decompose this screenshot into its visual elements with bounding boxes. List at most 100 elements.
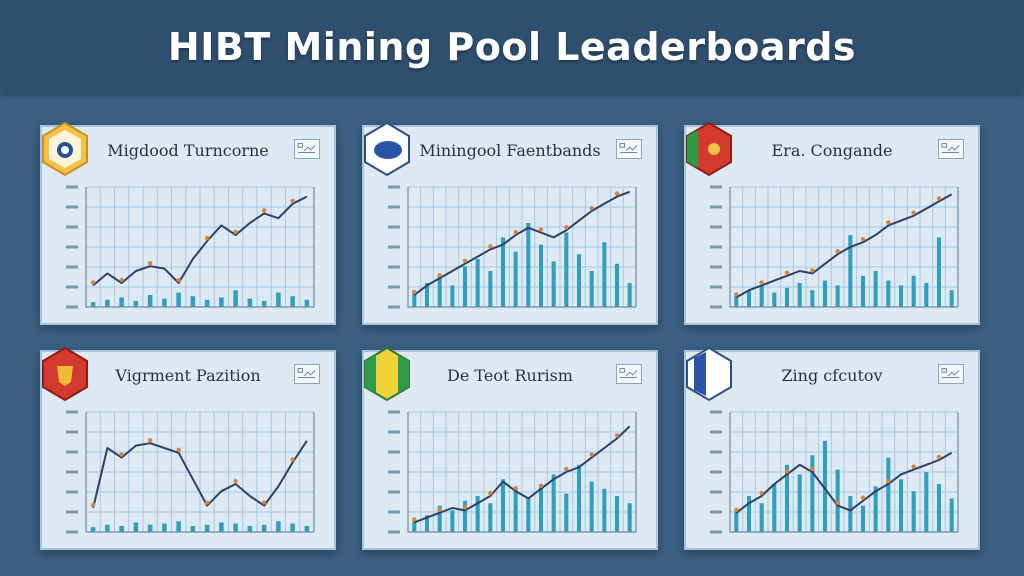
data-point	[589, 205, 594, 211]
axes	[729, 187, 959, 308]
bar	[873, 486, 878, 532]
leaderboard-panel[interactable]: Migdood Turncorne	[40, 121, 336, 325]
red-green-flag-icon	[686, 121, 732, 177]
axes	[407, 187, 637, 308]
mini-chart-glyph	[619, 368, 638, 379]
chart-plot	[388, 185, 637, 309]
axes	[85, 412, 315, 533]
chart-options-icon[interactable]	[616, 139, 642, 159]
y-tick-mark	[710, 450, 722, 454]
data-point	[835, 500, 840, 505]
title-bar: HIBT Mining Pool Leaderboards	[0, 0, 1024, 93]
panel-header: Miningool Faentbands	[364, 127, 656, 179]
y-tick-mark	[388, 265, 400, 269]
bar	[924, 283, 929, 307]
chart-options-icon[interactable]	[938, 139, 964, 159]
bar	[936, 237, 942, 307]
chart-options-icon[interactable]	[616, 364, 642, 384]
leaderboard-panel[interactable]: Zing cfcutov	[684, 346, 980, 550]
y-tick-mark	[66, 530, 78, 534]
bar	[190, 526, 196, 532]
axes	[407, 412, 637, 533]
y-tick-mark	[388, 185, 400, 189]
leaderboard-panel[interactable]: Miningool Faentbands	[362, 121, 658, 325]
panel-header: De Teot Rurism	[364, 352, 656, 404]
bar	[949, 498, 954, 532]
y-tick-mark	[66, 430, 78, 434]
bar	[526, 498, 531, 532]
y-tick-mark	[66, 450, 78, 454]
series-line	[413, 425, 631, 524]
y-tick-mark	[710, 245, 722, 249]
bar	[860, 505, 866, 532]
bar	[898, 479, 904, 532]
bar	[90, 527, 96, 532]
mini-chart-glyph	[941, 368, 960, 379]
panel-title: Miningool Faentbands	[419, 141, 601, 160]
bar	[105, 299, 110, 307]
y-tick-mark	[388, 225, 400, 229]
bar	[772, 292, 777, 307]
leaderboard-panel[interactable]: Vigrment Pazition	[40, 346, 336, 550]
data-point	[911, 464, 916, 469]
data-point	[176, 447, 181, 452]
bar	[450, 285, 455, 307]
data-point	[412, 517, 417, 522]
chart-plot	[710, 410, 959, 534]
data-point	[538, 227, 544, 232]
chart-options-icon[interactable]	[938, 364, 964, 384]
data-point	[564, 225, 569, 230]
data-point	[538, 483, 544, 488]
bar	[551, 261, 556, 307]
data-point	[233, 478, 238, 484]
y-tick-mark	[710, 510, 722, 514]
bar	[233, 290, 238, 307]
y-tick-mark	[66, 245, 78, 249]
y-tick-mark	[66, 490, 78, 494]
chart-options-icon[interactable]	[294, 139, 320, 159]
y-tick-mark	[710, 205, 722, 209]
chart-options-icon[interactable]	[294, 364, 320, 384]
bar	[911, 491, 916, 532]
blue-white-flag-icon	[686, 346, 732, 402]
bar	[247, 298, 253, 307]
bar	[898, 285, 904, 307]
bar	[576, 254, 582, 307]
bar	[576, 464, 582, 532]
bar	[949, 290, 954, 307]
bar	[119, 526, 124, 532]
panel-title: Zing cfcutov	[781, 366, 883, 385]
bar	[564, 493, 569, 532]
bar	[924, 472, 929, 532]
bar	[627, 503, 632, 532]
bar	[219, 297, 224, 307]
mini-chart-glyph	[619, 143, 638, 154]
bar	[488, 503, 493, 532]
bar	[133, 301, 139, 307]
bar	[886, 280, 891, 307]
leaderboard-panel[interactable]: De Teot Rurism	[362, 346, 658, 550]
page-title: HIBT Mining Pool Leaderboards	[167, 24, 857, 69]
bar	[147, 524, 153, 532]
leaderboard-panel[interactable]: Era. Congande	[684, 121, 980, 325]
bar	[627, 283, 632, 307]
mini-chart-glyph	[297, 368, 316, 379]
chart-plot	[66, 410, 315, 534]
bar	[304, 526, 310, 532]
data-point	[290, 198, 295, 203]
y-tick-mark	[388, 470, 400, 474]
bar	[204, 524, 210, 532]
chart-plot	[66, 185, 315, 309]
bar	[276, 292, 281, 307]
y-tick-mark	[710, 285, 722, 289]
bar	[133, 522, 139, 532]
y-tick-mark	[710, 490, 722, 494]
data-point	[412, 289, 417, 295]
bar	[475, 259, 480, 307]
data-point	[936, 454, 942, 460]
data-point	[233, 229, 238, 235]
data-point	[564, 466, 569, 472]
data-point	[784, 270, 790, 275]
bar	[526, 223, 531, 307]
data-point	[734, 292, 739, 297]
